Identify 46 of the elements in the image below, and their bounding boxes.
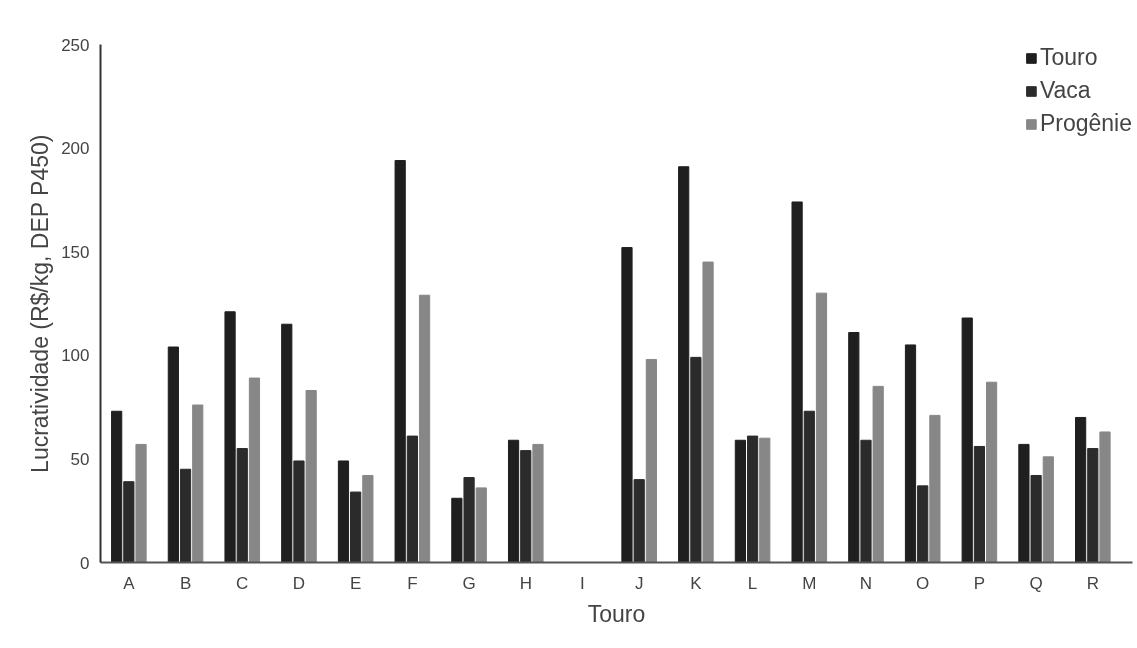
y-tick-label: 100 xyxy=(61,346,90,366)
bar xyxy=(815,292,828,563)
bar xyxy=(645,358,657,563)
y-axis-title: Lucratividade (R$/kg, DEP P450) xyxy=(27,134,54,473)
y-tick-label: 250 xyxy=(61,35,90,55)
x-tick-label: K xyxy=(690,573,703,593)
y-tick-label: 0 xyxy=(80,553,90,573)
y-tick-label: 150 xyxy=(61,242,90,262)
x-tick-label: P xyxy=(973,573,986,593)
bar xyxy=(872,385,884,563)
x-tick-label: Q xyxy=(1029,573,1043,593)
x-tick-label: N xyxy=(859,573,873,593)
bar xyxy=(305,390,317,563)
y-tick-label: 50 xyxy=(70,449,90,469)
y-tick-label: 200 xyxy=(61,139,90,159)
bar xyxy=(362,474,374,563)
x-axis-title: Touro xyxy=(587,600,646,627)
x-tick-label: M xyxy=(802,573,817,593)
x-tick-label: E xyxy=(350,573,362,593)
bar xyxy=(135,443,147,563)
x-tick-label: C xyxy=(236,573,249,593)
x-tick-label: J xyxy=(634,573,644,593)
bar xyxy=(475,487,487,563)
bar xyxy=(985,381,998,563)
x-tick-label: L xyxy=(747,573,758,593)
legend-label: Touro xyxy=(1039,44,1098,71)
bar xyxy=(759,437,771,563)
bar xyxy=(1099,431,1111,563)
x-tick-label: O xyxy=(916,573,930,593)
bar xyxy=(532,443,544,563)
bar xyxy=(1042,456,1054,563)
x-tick-label: G xyxy=(462,573,476,593)
bar xyxy=(248,377,261,563)
x-tick-label: H xyxy=(519,573,532,593)
bar xyxy=(418,294,431,563)
x-tick-label: I xyxy=(580,573,585,593)
x-tick-label: D xyxy=(292,573,306,593)
x-tick-label: B xyxy=(179,573,192,593)
x-tick-label: A xyxy=(123,573,136,593)
legend-label: Vaca xyxy=(1039,77,1091,104)
x-tick-label: R xyxy=(1086,573,1099,593)
bar xyxy=(929,414,941,563)
bar xyxy=(192,404,204,563)
legend-label: Progênie xyxy=(1039,110,1132,137)
bar xyxy=(702,261,714,563)
x-tick-label: F xyxy=(407,573,418,593)
